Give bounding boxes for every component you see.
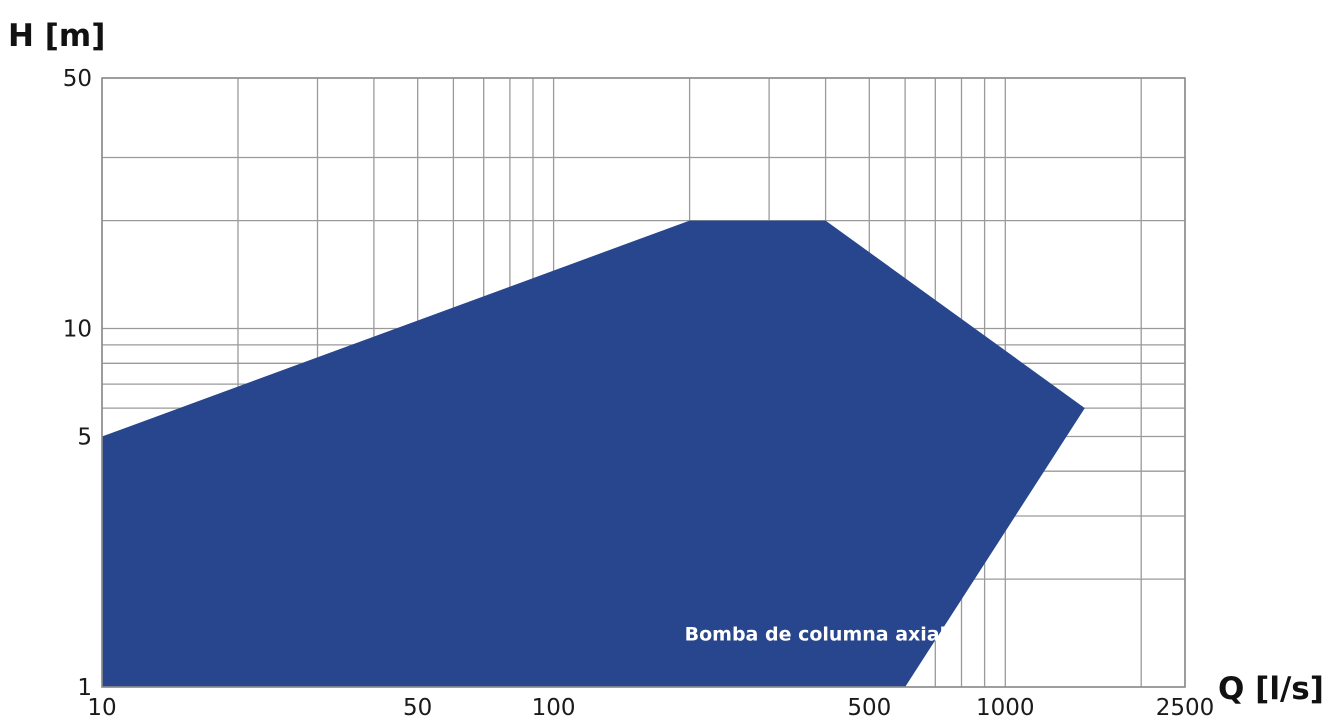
operating-area-polygon (102, 220, 1085, 687)
area-labels: Bomba de columna axial (685, 623, 947, 645)
y-axis-title: H [m] (8, 18, 105, 54)
x-tick-label: 10 (87, 695, 116, 721)
x-tick-label: 2500 (1156, 695, 1215, 721)
x-tick-label: 1000 (976, 695, 1035, 721)
x-tick-label: 100 (532, 695, 576, 721)
y-tick-labels: 1 5 10 50 (63, 66, 92, 701)
plot-frame (101, 77, 1186, 688)
area-label: Bomba de columna axial (685, 623, 947, 645)
x-axis-title: Q [l/s] (1218, 671, 1324, 707)
x-tick-label: 500 (847, 695, 891, 721)
plot-area (102, 220, 1085, 687)
x-tick-labels: 10 50 100 500 1000 2500 (87, 695, 1214, 721)
y-tick-label: 10 (63, 317, 92, 343)
y-tick-label: 50 (63, 66, 92, 92)
y-tick-label: 1 (77, 675, 92, 701)
y-tick-label: 5 (77, 425, 92, 451)
x-tick-label: 50 (403, 695, 432, 721)
